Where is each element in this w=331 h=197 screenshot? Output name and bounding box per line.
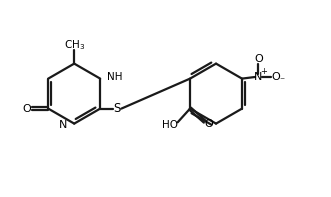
Text: O: O [254,54,263,64]
Text: NH: NH [107,72,123,82]
Text: N: N [59,120,67,130]
Text: N: N [254,72,262,82]
Text: S: S [114,102,121,115]
Text: O: O [271,72,280,82]
Text: O: O [204,119,213,129]
Text: O: O [23,104,31,114]
Text: ⁻: ⁻ [280,76,285,86]
Text: CH$_3$: CH$_3$ [64,38,85,52]
Text: HO: HO [163,120,178,130]
Text: +: + [260,67,267,76]
